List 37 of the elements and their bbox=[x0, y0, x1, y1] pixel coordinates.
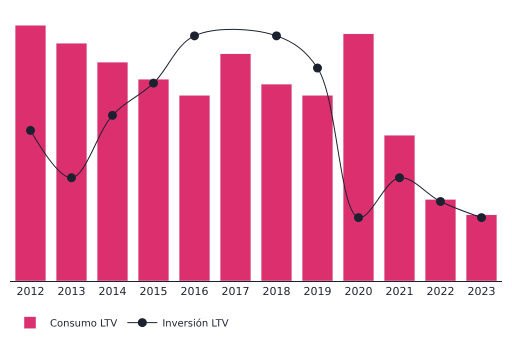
bar bbox=[302, 95, 334, 281]
bar bbox=[14, 25, 46, 281]
x-tick-label: 2017 bbox=[222, 285, 250, 298]
bar bbox=[56, 42, 88, 281]
point bbox=[190, 31, 199, 40]
x-tick-label: 2015 bbox=[140, 285, 168, 298]
x-tick-label: 2016 bbox=[180, 285, 208, 298]
point bbox=[436, 196, 445, 206]
x-tick-label: 2013 bbox=[58, 285, 86, 298]
point bbox=[313, 64, 322, 73]
x-tick-label: 2014 bbox=[98, 285, 126, 298]
point bbox=[354, 213, 363, 222]
point bbox=[477, 213, 486, 222]
point bbox=[26, 126, 35, 135]
bar bbox=[260, 84, 292, 281]
bar bbox=[342, 34, 374, 281]
x-tick-label: 2018 bbox=[262, 285, 290, 298]
point bbox=[67, 173, 76, 182]
x-tick-label: 2012 bbox=[16, 285, 44, 298]
bar bbox=[424, 199, 456, 281]
x-tick-label: 2019 bbox=[304, 285, 332, 298]
x-tick-label: 2023 bbox=[468, 285, 496, 298]
legend-label: Inversión LTV bbox=[162, 318, 229, 330]
bar bbox=[220, 53, 252, 281]
point bbox=[272, 31, 281, 40]
bar bbox=[96, 62, 128, 281]
x-tick-label: 2021 bbox=[386, 285, 414, 298]
bar bbox=[466, 214, 498, 281]
bar bbox=[384, 135, 416, 281]
point bbox=[149, 78, 158, 88]
bar bbox=[178, 95, 210, 281]
legend-label: Consumo LTV bbox=[50, 318, 118, 330]
bar bbox=[138, 79, 170, 281]
x-tick-label: 2020 bbox=[344, 285, 372, 298]
point bbox=[108, 110, 117, 120]
x-tick-label: 2022 bbox=[426, 285, 454, 298]
point bbox=[395, 173, 404, 182]
